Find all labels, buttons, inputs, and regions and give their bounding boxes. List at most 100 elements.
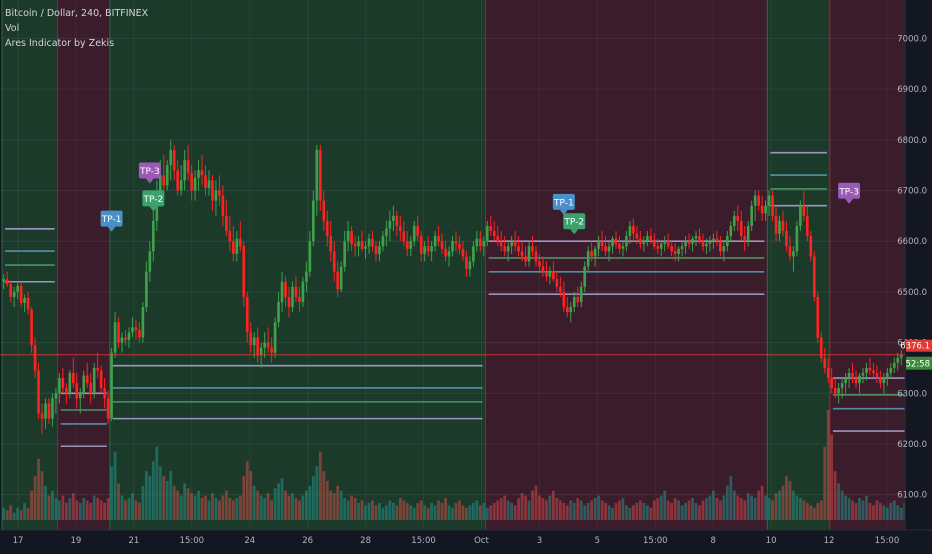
candle-body <box>284 281 287 297</box>
candle-body <box>645 236 649 242</box>
volume-bar <box>485 507 489 520</box>
candle-body <box>548 271 552 277</box>
last-price-badge <box>906 339 932 352</box>
volume-bar <box>141 485 145 520</box>
candle-body <box>837 388 840 394</box>
candle-body <box>65 388 68 394</box>
volume-bar <box>593 498 597 520</box>
volume-bar <box>298 500 301 520</box>
volume-bar <box>854 502 858 520</box>
regime-zone-bullish <box>109 0 486 530</box>
volume-bar <box>461 505 465 520</box>
volume-bar <box>256 490 260 520</box>
signal-badge <box>138 162 161 179</box>
signal-tp-2[interactable]: TP-2 <box>142 190 165 212</box>
volume-bar <box>113 451 117 520</box>
price-tick-label: 6800.0 <box>897 136 927 146</box>
candle-body <box>16 285 19 292</box>
volume-bar <box>798 498 802 520</box>
volume-bar <box>447 505 451 520</box>
volume-bar <box>165 480 169 520</box>
signal-tp-1[interactable]: TP-1 <box>552 193 575 215</box>
candle-body <box>868 367 872 371</box>
volume-bar <box>715 498 719 520</box>
candle-body <box>183 160 186 181</box>
volume-bar <box>642 502 646 520</box>
candle-body <box>760 205 764 214</box>
time-axis[interactable]: 17 19 21 15:00 24 26 28 15:00 Oct 3 5 15:00 8 10 12 15:… <box>0 529 932 550</box>
signal-tp-2[interactable]: TP-2 <box>563 213 586 235</box>
symbol-title[interactable]: Bitcoin / Dollar, 240, BITFINEX <box>5 8 149 19</box>
candle-body <box>538 261 541 267</box>
volume-bar <box>437 500 440 520</box>
price-axis[interactable]: 6100.06200.06300.06400.06500.06600.06700… <box>897 0 932 550</box>
candle-body <box>847 372 851 379</box>
candle-body <box>799 205 802 226</box>
time-tick-label: 15:00 <box>411 536 436 546</box>
candle-body <box>778 220 781 234</box>
candle-body <box>555 279 559 287</box>
candle-body <box>54 393 58 399</box>
candle-body <box>235 238 239 254</box>
candle-body <box>663 241 667 244</box>
candle-body <box>743 236 747 242</box>
candle-body <box>444 248 447 257</box>
candle-body <box>806 215 809 237</box>
candle-body <box>179 180 183 191</box>
volume-bar <box>357 502 360 520</box>
volume-bar <box>687 500 691 520</box>
volume-bar <box>242 476 246 520</box>
indicator-legend[interactable]: Ares Indicator by Zekis <box>5 38 115 49</box>
volume-bar <box>294 498 298 520</box>
volume-bar <box>343 498 347 520</box>
signal-markers[interactable]: TP-1 TP-2 TP-3 TP-1 TP-2 TP-3 <box>100 162 861 235</box>
candle-body <box>218 190 221 196</box>
signal-pointer <box>570 229 579 235</box>
volume-bar <box>701 500 705 520</box>
candle-body <box>618 243 621 249</box>
candle-body <box>541 266 545 272</box>
candle-body <box>148 251 152 272</box>
regime-zones <box>1 0 932 530</box>
candle-body <box>819 337 823 358</box>
candle-body <box>200 170 204 176</box>
candle-body <box>339 266 343 290</box>
candle-body <box>757 195 760 206</box>
signal-tp-3[interactable]: TP-3 <box>838 182 861 204</box>
grid-lines <box>0 0 905 530</box>
volume-bar <box>131 493 134 520</box>
volume-legend[interactable]: Vol <box>5 23 20 34</box>
time-tick-label: 8 <box>710 536 715 546</box>
volume-bar <box>231 500 235 520</box>
volume-bar <box>638 500 642 520</box>
candle-body <box>172 149 176 171</box>
candle-body <box>113 322 117 353</box>
volume-bar <box>78 502 82 520</box>
candle-body <box>499 241 503 247</box>
candle-body <box>510 241 513 247</box>
volume-bar <box>746 493 750 520</box>
candle-body <box>211 180 214 201</box>
volume-bar <box>896 505 900 520</box>
volume-bar <box>134 500 138 520</box>
volume-bar <box>538 495 541 520</box>
volume-bar <box>774 493 778 520</box>
candle-body <box>632 225 635 234</box>
volume-bar <box>367 502 371 520</box>
candle-body <box>9 284 13 297</box>
candle-body <box>816 296 820 338</box>
volume-bar <box>451 507 454 520</box>
candle-body <box>458 243 461 249</box>
volume-bar <box>5 510 9 520</box>
candle-body <box>162 175 166 186</box>
volume-bar <box>398 498 402 520</box>
candle-body <box>245 296 249 333</box>
signal-tp-3[interactable]: TP-3 <box>138 162 161 184</box>
candle-body <box>353 243 357 247</box>
volume-bar <box>757 490 761 520</box>
candle-body <box>746 225 750 242</box>
volume-bar <box>809 505 813 520</box>
signal-tp-1[interactable]: TP-1 <box>100 210 123 232</box>
